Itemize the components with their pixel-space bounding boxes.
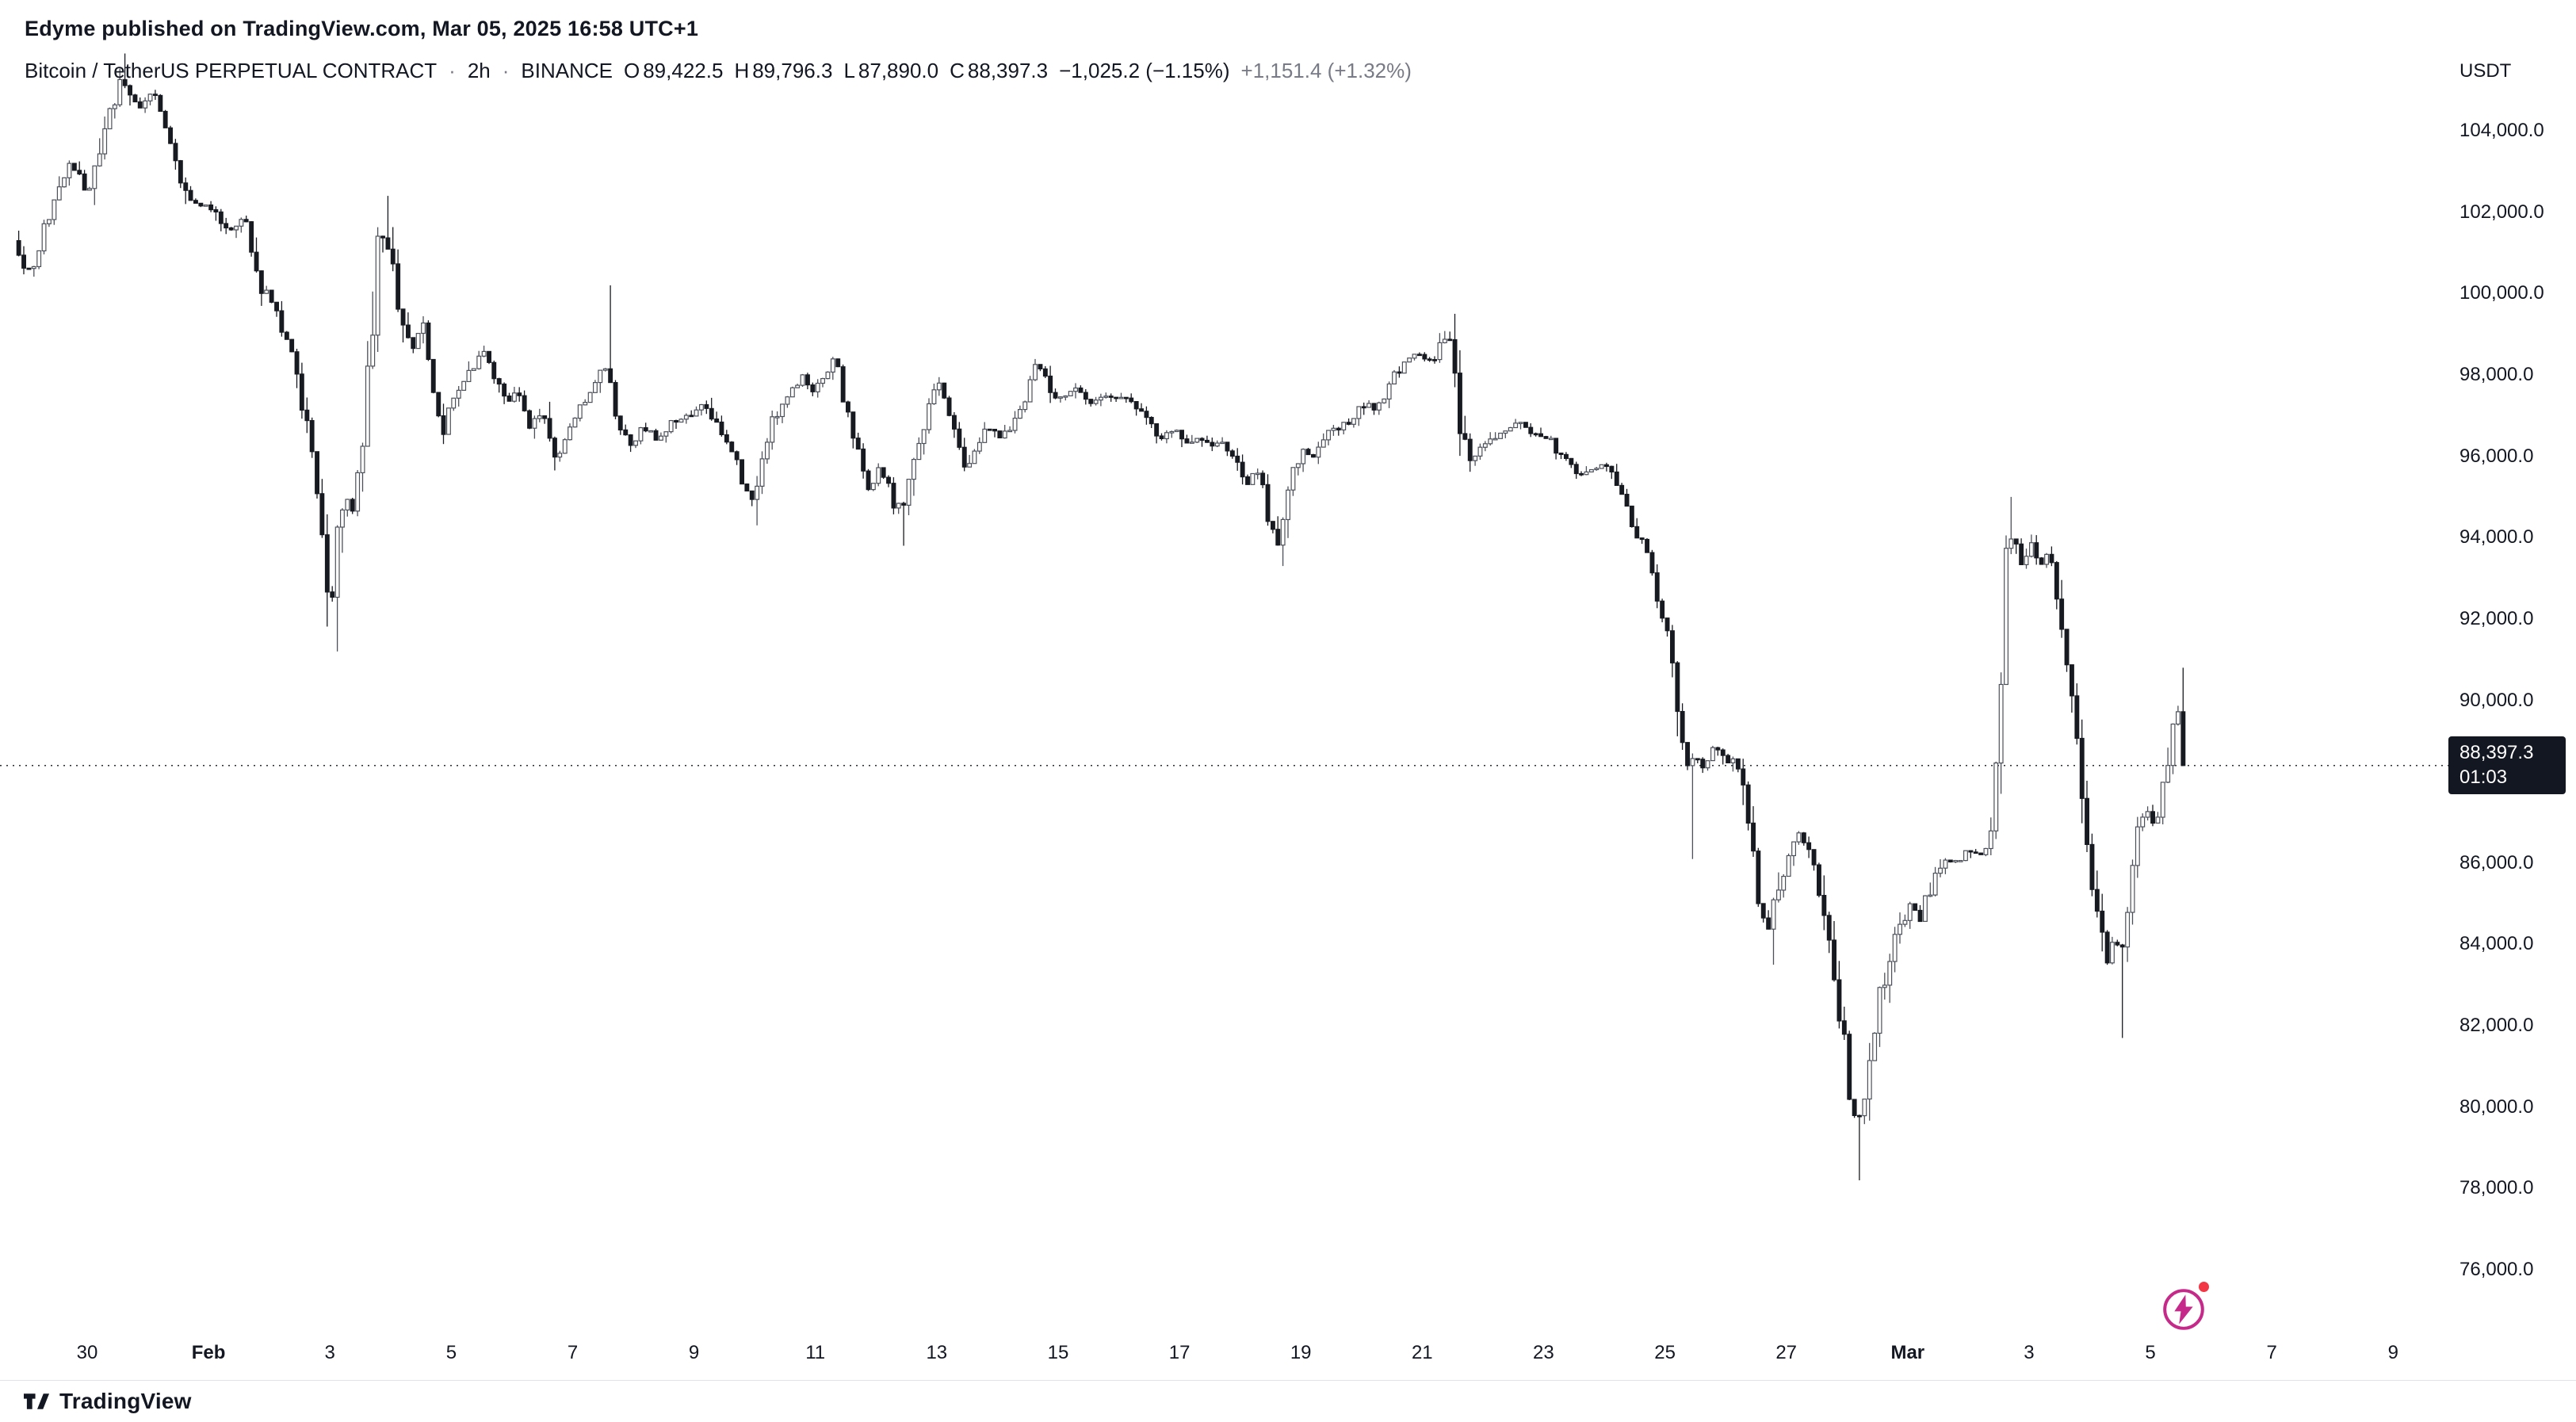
chart-interval[interactable]: 2h [467, 59, 491, 82]
last-price-label: 88,397.3 01:03 [2448, 736, 2566, 794]
ohlc-close-label: C [950, 59, 965, 82]
price-change: −1,025.2 (−1.15%) [1059, 59, 1230, 82]
tradingview-wordmark: TradingView [59, 1389, 192, 1413]
ohlc-open-value: 89,422.5 [643, 59, 724, 82]
last-price-value: 88,397.3 [2459, 741, 2534, 763]
attribution-line: Edyme published on TradingView.com, Mar … [25, 17, 699, 40]
tradingview-logo-icon [24, 1393, 50, 1409]
symbol-info-line: Bitcoin / TetherUS PERPETUAL CONTRACT · … [25, 58, 1412, 83]
bar-close-countdown: 01:03 [2459, 766, 2508, 788]
lightning-bolt-icon [2163, 1289, 2204, 1330]
ohlc-low-label: L [843, 59, 855, 82]
ohlc-close: C 88,397.3 [950, 58, 1048, 83]
separator-dot: · [449, 59, 456, 82]
ohlc-high: H 89,796.3 [734, 58, 832, 83]
ohlc-high-label: H [734, 59, 750, 82]
ohlc-open-label: O [623, 59, 640, 82]
ohlc-close-value: 88,397.3 [967, 59, 1049, 82]
candles-layer [16, 53, 2186, 1181]
price-axis-currency-label: USDT [2459, 60, 2512, 82]
separator-dot: · [502, 59, 510, 82]
tradingview-logo[interactable]: TradingView [24, 1389, 192, 1414]
exchange-name[interactable]: BINANCE [521, 59, 613, 82]
ohlc-open: O 89,422.5 [624, 58, 723, 83]
extended-price-change: +1,151.4 (+1.32%) [1240, 59, 1412, 82]
ohlc-high-value: 89,796.3 [752, 59, 833, 82]
ohlc-low-value: 87,890.0 [858, 59, 939, 82]
boost-button[interactable] [2161, 1282, 2209, 1332]
footer-bar: TradingView [0, 1380, 2576, 1422]
ohlc-low: L 87,890.0 [843, 58, 938, 83]
chart-header: Edyme published on TradingView.com, Mar … [25, 16, 1412, 83]
notification-dot [2199, 1282, 2209, 1292]
symbol-description[interactable]: Bitcoin / TetherUS PERPETUAL CONTRACT [25, 59, 438, 82]
